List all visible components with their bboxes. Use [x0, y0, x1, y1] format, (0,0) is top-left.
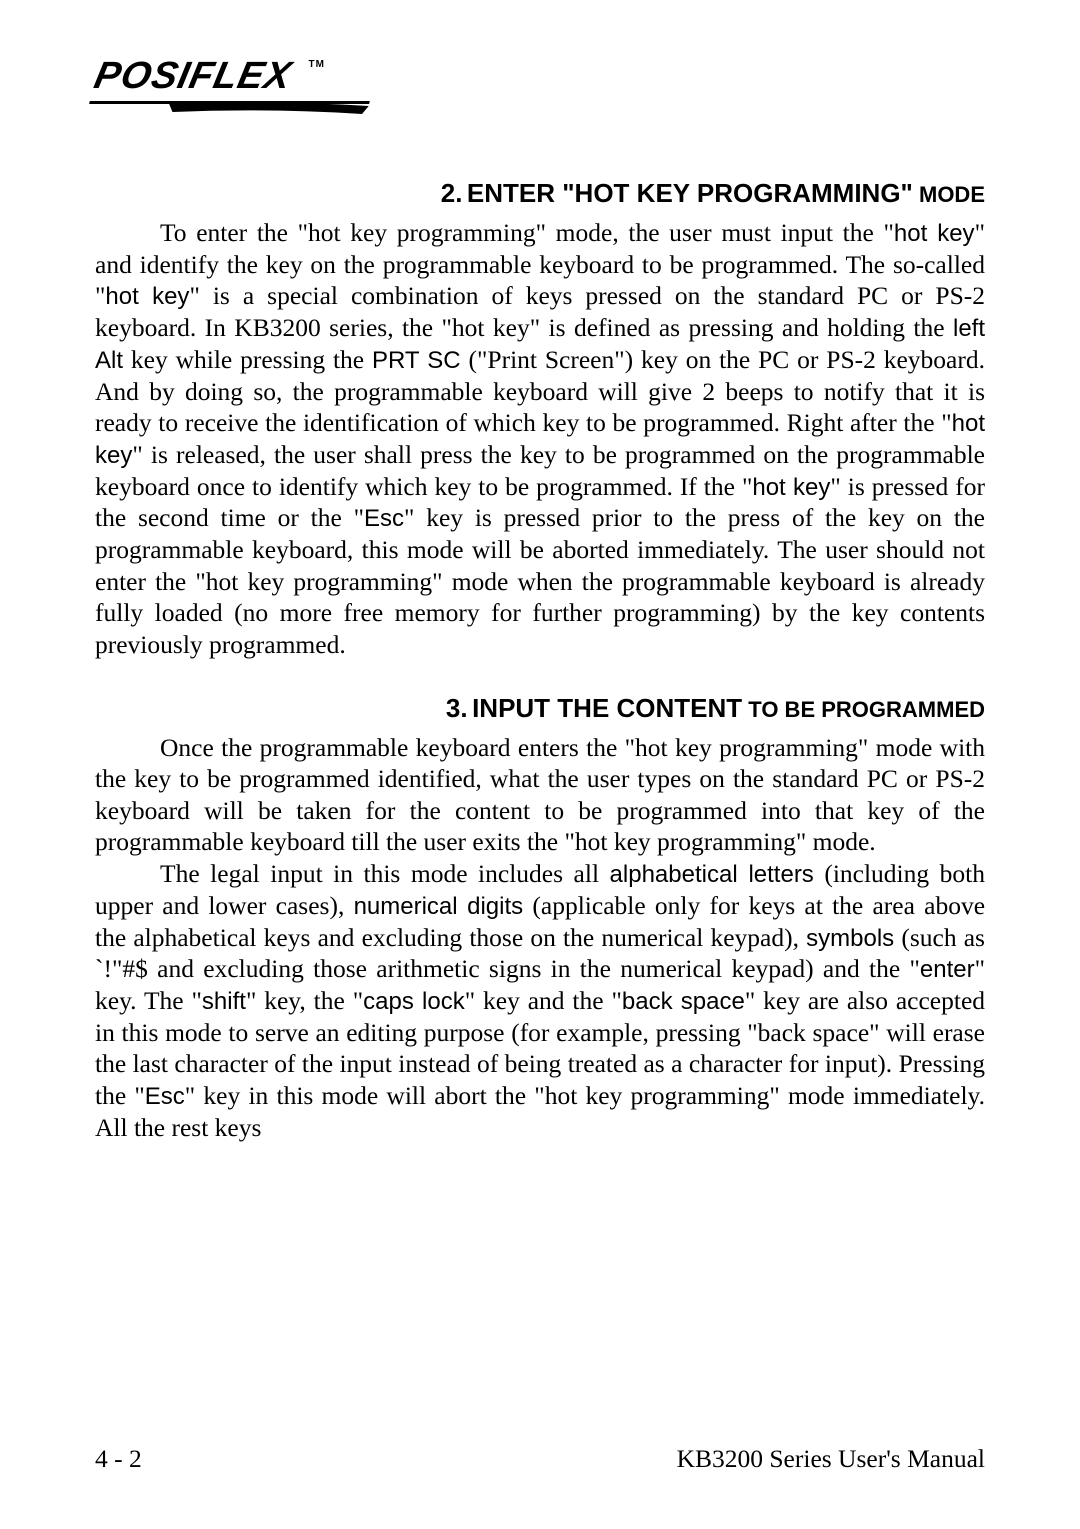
- text: key while pressing the: [123, 345, 372, 374]
- hot-key-term: hot key: [105, 283, 189, 310]
- text: To enter the "hot key programming" mode,…: [160, 218, 894, 247]
- caps-lock-term: caps lock: [363, 988, 465, 1015]
- numerical-digits-term: numerical digits: [354, 893, 524, 920]
- text: Once the programmable keyboard enters th…: [95, 733, 985, 857]
- prt-sc-term: PRT SC: [372, 347, 461, 374]
- section-3-paragraph-2: The legal input in this mode includes al…: [95, 858, 985, 1143]
- esc-term: Esc: [145, 1083, 185, 1110]
- section-2-title-main: ENTER "HOT KEY PROGRAMMING": [467, 178, 913, 208]
- section-2-heading: 2. ENTER "HOT KEY PROGRAMMING" MODE: [95, 178, 985, 209]
- page-footer: 4 - 2 KB3200 Series User's Manual: [95, 1444, 985, 1474]
- section-3-number: 3.: [446, 693, 468, 723]
- text: " key and the ": [465, 986, 622, 1015]
- section-3-paragraph-1: Once the programmable keyboard enters th…: [95, 732, 985, 858]
- back-space-term: back space: [622, 988, 745, 1015]
- alphabetical-letters-term: alphabetical letters: [610, 861, 814, 888]
- text: " is a special combination of keys press…: [95, 281, 985, 342]
- text: " key, the ": [246, 986, 363, 1015]
- page-number: 4 - 2: [95, 1444, 142, 1474]
- section-2-number: 2.: [441, 178, 463, 208]
- logo-area: POSIFLEX TM: [95, 55, 985, 98]
- logo-trademark: TM: [309, 59, 325, 70]
- hot-key-term: hot key: [894, 220, 975, 247]
- section-3-title-tail: TO BE PROGRAMMED: [742, 697, 985, 722]
- section-2-paragraph: To enter the "hot key programming" mode,…: [95, 217, 985, 661]
- manual-title: KB3200 Series User's Manual: [677, 1444, 985, 1474]
- esc-term: Esc: [364, 505, 404, 532]
- text: " key in this mode will abort the "hot k…: [95, 1081, 985, 1142]
- enter-term: enter: [920, 956, 975, 983]
- shift-term: shift: [202, 988, 246, 1015]
- posiflex-logo: POSIFLEX TM: [90, 55, 323, 98]
- logo-swoosh-icon: [167, 102, 370, 114]
- section-3-heading: 3. INPUT THE CONTENT TO BE PROGRAMMED: [95, 693, 985, 724]
- hot-key-term: hot key: [752, 474, 830, 501]
- text: The legal input in this mode includes al…: [160, 859, 610, 888]
- section-2-title-tail: MODE: [913, 182, 985, 207]
- symbols-term: symbols: [806, 925, 894, 952]
- section-3-title-main: INPUT THE CONTENT: [472, 693, 742, 723]
- logo-text: POSIFLEX: [91, 55, 296, 97]
